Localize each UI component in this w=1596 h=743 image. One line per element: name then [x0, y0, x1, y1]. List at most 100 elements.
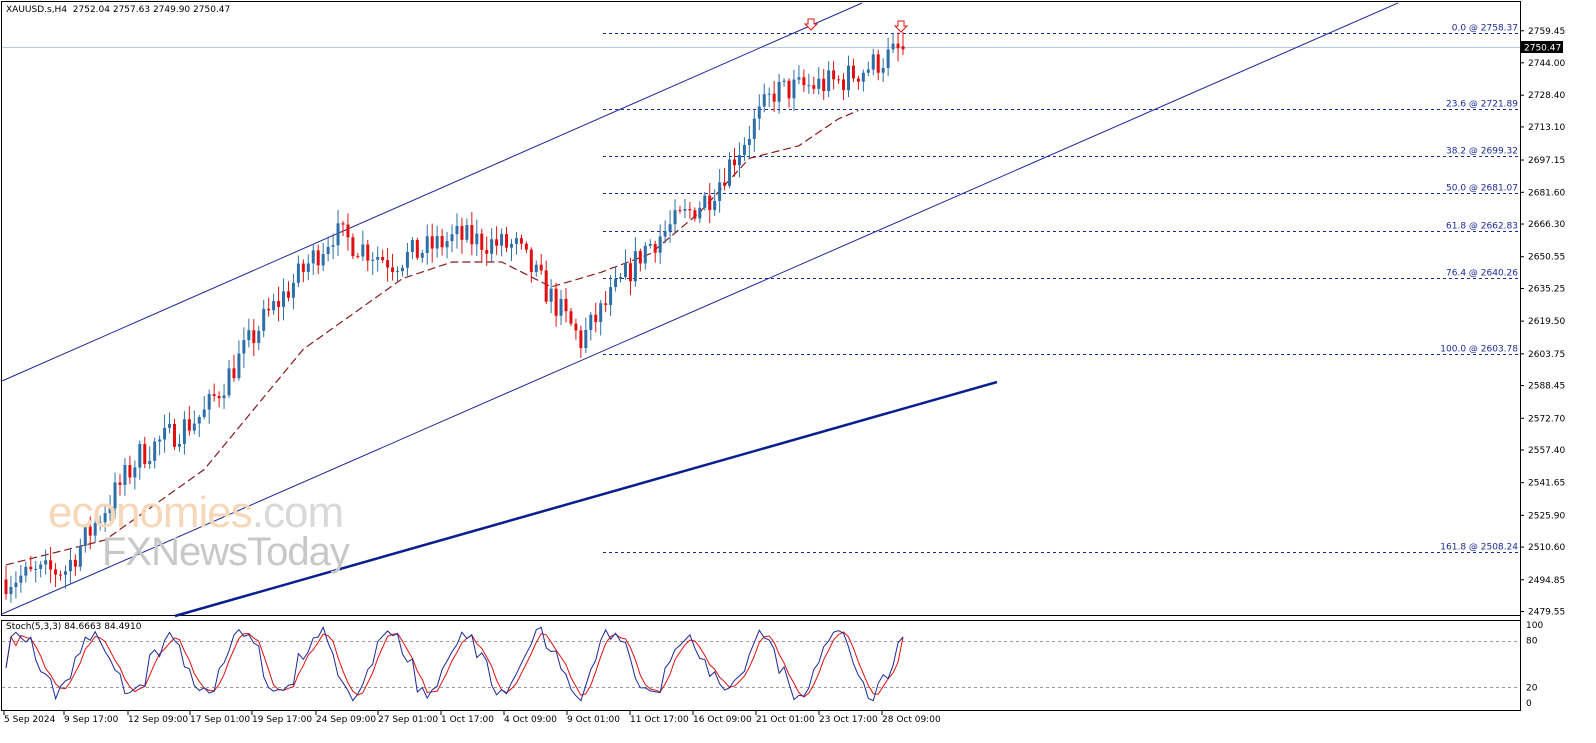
candle-body — [465, 225, 469, 240]
candle-body — [500, 234, 504, 246]
candle-body — [9, 587, 13, 594]
candle-body — [301, 263, 305, 272]
candle-body — [346, 224, 350, 238]
candle-body — [480, 233, 484, 250]
candle-body — [212, 394, 216, 397]
candle-body — [827, 70, 831, 92]
time-tick-label: 24 Sep 09:00 — [316, 715, 376, 725]
candle-body — [123, 465, 127, 485]
watermark-part2: .com — [251, 488, 344, 537]
candle-body — [24, 566, 28, 576]
fib-level-label: 76.4 @ 2640.26 — [1446, 269, 1518, 279]
candle-body — [296, 263, 300, 283]
candle-body — [747, 138, 751, 146]
candle-body — [579, 330, 583, 349]
candle-body — [752, 118, 756, 139]
candle-body — [609, 287, 613, 305]
time-tick-label: 5 Sep 2024 — [4, 715, 56, 725]
candle-body — [361, 244, 365, 257]
stoch-label: Stoch(5,3,3) 84.6663 84.4910 — [6, 622, 142, 632]
candle-body — [861, 72, 865, 82]
candle-body — [306, 263, 310, 272]
candle-body — [599, 303, 603, 323]
price-tick-label: 2619.50 — [1528, 317, 1565, 327]
candle-body — [98, 522, 102, 524]
candle-body — [252, 330, 256, 343]
candle-body — [505, 234, 509, 248]
candle-body — [78, 546, 82, 567]
down-fractal-arrow — [803, 18, 819, 31]
candle-body — [326, 246, 330, 255]
candle-body — [514, 238, 518, 245]
down-fractal-arrow — [893, 20, 909, 33]
time-tick-label: 17 Sep 01:00 — [190, 715, 250, 725]
candle-body — [386, 260, 390, 268]
price-tick-label: 2525.90 — [1528, 511, 1565, 521]
candle-body — [39, 564, 43, 569]
candle-body — [455, 225, 459, 235]
price-tick-label: 2697.15 — [1528, 156, 1565, 166]
stochastic-oscillator: 100 80 20 0 — [2, 621, 1543, 709]
stoch-main-line — [5, 625, 904, 702]
candle-body — [336, 223, 340, 246]
candle-body — [415, 240, 419, 258]
price-tick-label: 2510.60 — [1528, 543, 1565, 553]
fib-level-label: 100.0 @ 2603.78 — [1440, 345, 1518, 355]
candle-body — [519, 238, 523, 244]
candle-body — [237, 353, 241, 379]
candle-body — [614, 278, 618, 288]
watermark-economies: economies.com — [48, 488, 344, 538]
candle-body — [286, 291, 290, 298]
candle-body — [901, 46, 905, 50]
candle-body — [177, 443, 181, 447]
candle-body — [718, 182, 722, 201]
candle-body — [153, 441, 157, 461]
candle-body — [158, 439, 162, 442]
time-tick-label: 23 Oct 17:00 — [819, 715, 878, 725]
candle-body — [881, 67, 885, 73]
candle-body — [539, 264, 543, 271]
price-tick-label: 2479.55 — [1528, 608, 1565, 618]
candle-body — [425, 236, 429, 254]
candle-body — [648, 244, 652, 246]
candle-body — [822, 78, 826, 92]
fib-level-label: 0.0 @ 2758.37 — [1452, 24, 1518, 34]
candle-body — [49, 560, 53, 570]
candle-body — [485, 249, 489, 254]
time-tick-label: 4 Oct 09:00 — [504, 715, 557, 725]
candle-body — [450, 234, 454, 242]
candle-body — [594, 314, 598, 323]
stoch-panel-frame — [1, 620, 1521, 711]
candle-body — [757, 106, 761, 119]
candle-body — [653, 244, 657, 253]
fib-level-label: 161.8 @ 2508.24 — [1440, 543, 1518, 553]
price-tick-label: 2603.75 — [1528, 350, 1565, 360]
candle-body — [4, 579, 8, 594]
candle-body — [842, 79, 846, 91]
candle-body — [247, 330, 251, 341]
candle-body — [272, 301, 276, 311]
candle-body — [381, 256, 385, 261]
candle-body — [232, 368, 236, 379]
candle-body — [896, 43, 900, 49]
candle-body — [797, 77, 801, 80]
candle-body — [118, 482, 122, 485]
candle-body — [88, 526, 92, 536]
candle-body — [846, 65, 850, 91]
price-tick-label: 2635.25 — [1528, 284, 1565, 294]
candle-body — [187, 419, 191, 431]
candle-body — [341, 223, 345, 225]
candle-body — [688, 208, 692, 211]
candle-body — [19, 575, 23, 583]
candle-body — [321, 254, 325, 266]
candle-body — [584, 329, 588, 349]
candle-body — [524, 243, 528, 250]
candle-body — [83, 526, 87, 547]
candle-body — [366, 244, 370, 261]
chart-header: XAUUSD.s,H4 2752.04 2757.63 2749.90 2750… — [6, 5, 230, 15]
candle-body — [866, 69, 870, 73]
candle-body — [217, 396, 221, 399]
candle-body — [777, 81, 781, 102]
candle-body — [257, 330, 261, 343]
